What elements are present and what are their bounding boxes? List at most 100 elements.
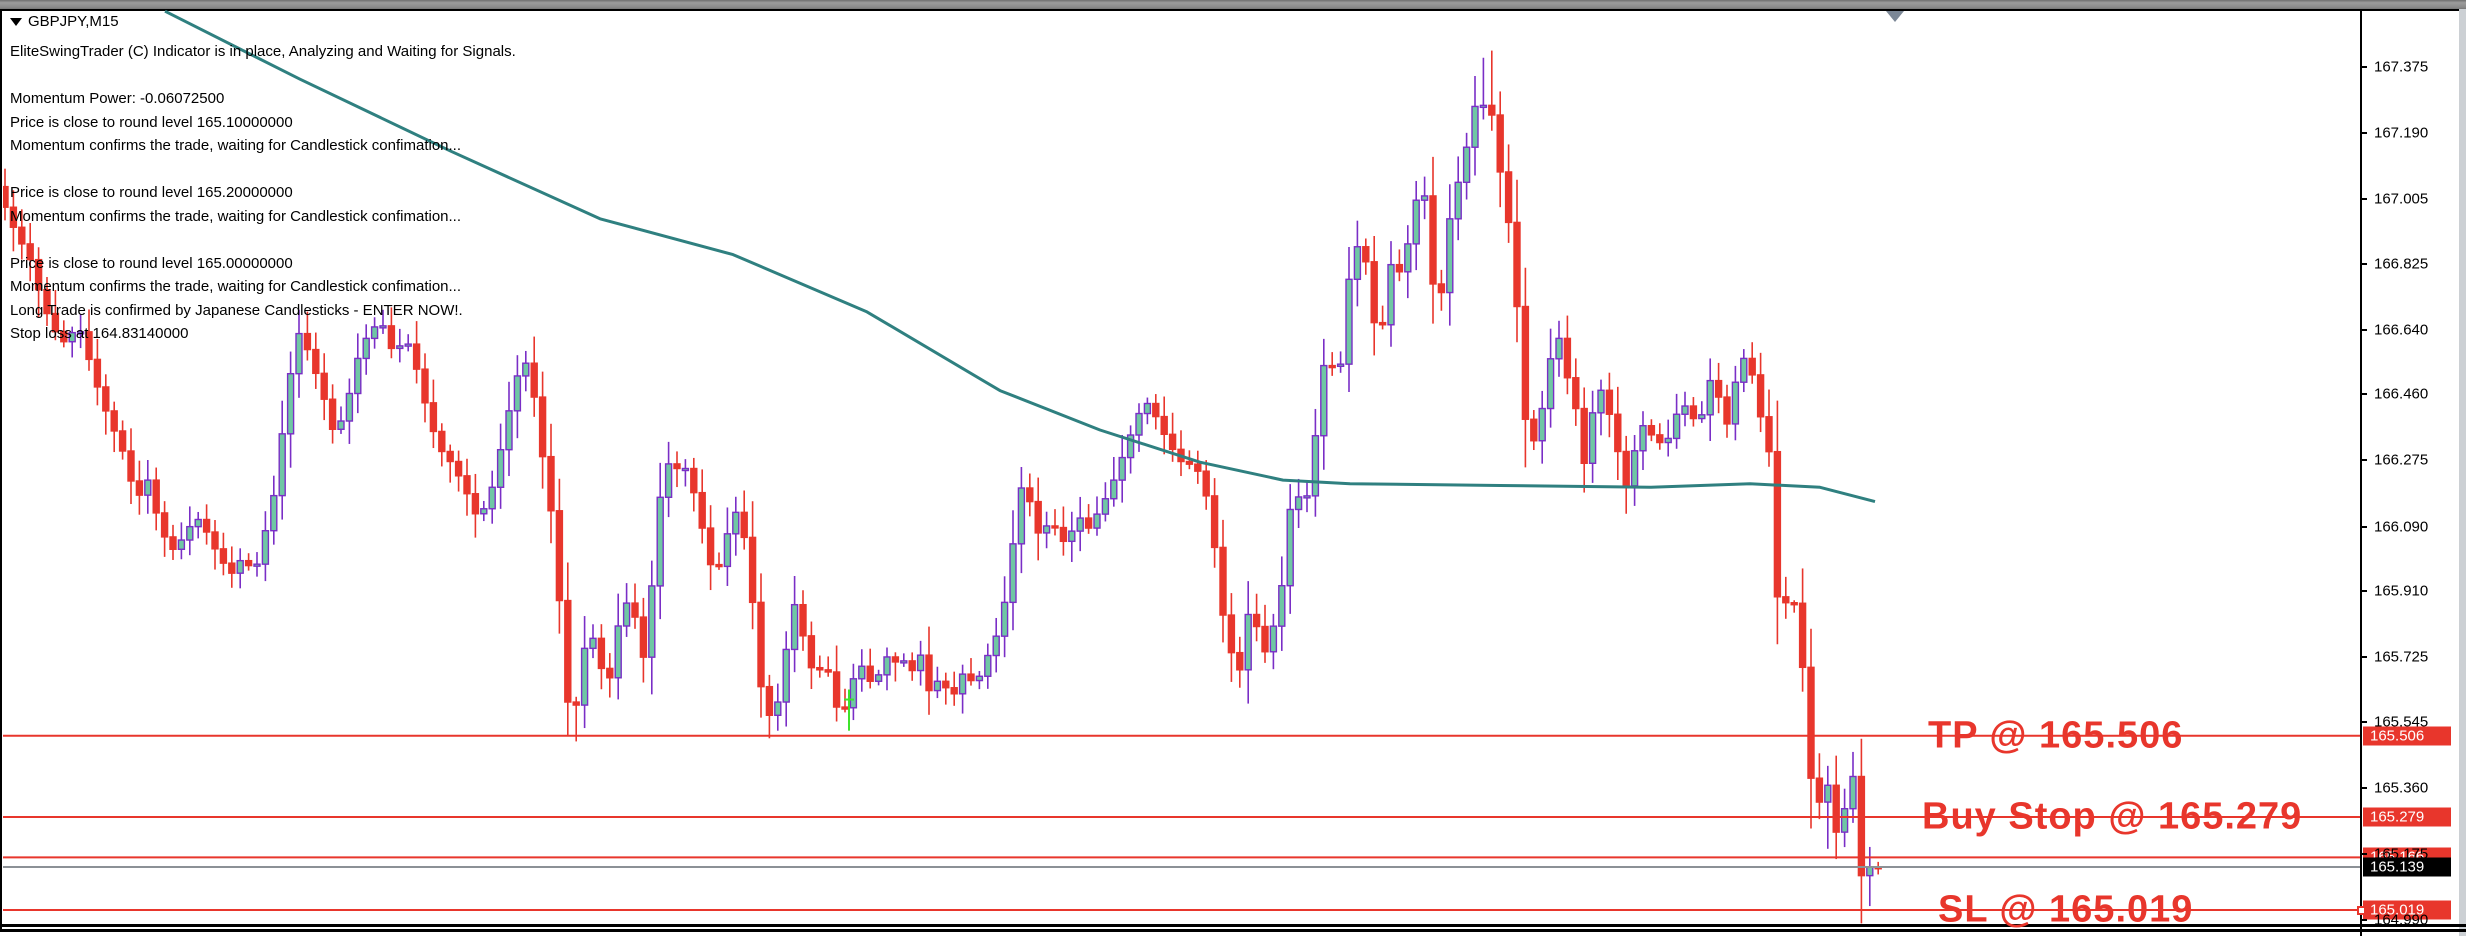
bull-candle (1630, 450, 1639, 487)
bear-candle (547, 455, 555, 512)
bull-candle (1126, 434, 1135, 459)
level-label-buy-stop[interactable]: Buy Stop @ 165.279 (1922, 795, 2303, 838)
bear-candle (446, 450, 454, 463)
bear-candle (135, 480, 144, 496)
bear-candle (43, 288, 51, 315)
symbol-dropdown-icon (10, 17, 22, 26)
bear-candle (538, 396, 547, 458)
price-badge-sl: 165.019 (2363, 900, 2451, 920)
level-label-tp[interactable]: TP @ 165.506 (1928, 714, 2184, 757)
moving-average-line (164, 9, 1876, 504)
bear-candle (1832, 784, 1840, 833)
axis-tick-label: 166.460 (2374, 385, 2429, 403)
bear-candle (9, 206, 18, 228)
level-label-sl[interactable]: SL @ 165.019 (1938, 888, 2194, 931)
chart-shift-marker-icon[interactable] (1886, 11, 1904, 22)
bear-candle (807, 635, 816, 669)
bear-candle (1807, 666, 1815, 779)
bear-candle (1815, 777, 1824, 803)
bull-candle (1731, 381, 1740, 425)
bear-candle (421, 368, 429, 404)
bear-candle (1756, 374, 1765, 418)
bear-candle (1614, 413, 1622, 453)
bear-candle (564, 599, 572, 703)
bull-candle (656, 496, 664, 587)
axis-tick-mark (2360, 853, 2367, 856)
bear-candle (1202, 470, 1210, 497)
bear-candle (799, 603, 807, 637)
bull-candle (1404, 243, 1412, 273)
bear-candle (572, 701, 580, 706)
bear-candle (320, 372, 328, 400)
bull-candle (1639, 425, 1647, 452)
bull-candle (404, 343, 412, 347)
ea-comment-line: Long Trade is confirmed by Japanese Cand… (10, 301, 463, 319)
bull-candle (1303, 495, 1311, 499)
axis-tick-label: 166.275 (2374, 451, 2429, 469)
bear-candle (1227, 614, 1236, 654)
bear-candle (1160, 415, 1168, 436)
axis-tick-label: 166.825 (2374, 255, 2429, 273)
bull-candle (1412, 199, 1420, 245)
bull-candle (648, 585, 656, 658)
bull-candle (1706, 379, 1714, 416)
bull-candle (782, 648, 790, 703)
bear-candle (438, 430, 446, 453)
bull-candle (1278, 585, 1286, 627)
bull-candle (1538, 407, 1546, 442)
bear-candle (471, 493, 480, 515)
bear-candle (219, 548, 228, 564)
bull-candle (337, 420, 345, 430)
bear-candle (211, 531, 219, 550)
bear-candle (597, 637, 606, 670)
bear-candle (454, 460, 463, 477)
bear-candle (1748, 357, 1756, 376)
bull-candle (278, 433, 286, 497)
bear-candle (967, 673, 975, 682)
bear-candle (816, 666, 824, 671)
line-anchor-handle[interactable] (2357, 906, 2366, 915)
bear-candle (824, 669, 832, 673)
bull-candle (295, 332, 303, 375)
bear-candle (1429, 195, 1437, 285)
bull-candle (1479, 104, 1488, 109)
symbol-label[interactable]: GBPJPY,M15 (10, 13, 119, 30)
bear-candle (950, 687, 958, 695)
bull-candle (1664, 437, 1672, 444)
bull-candle (1042, 525, 1051, 534)
bear-candle (26, 243, 34, 261)
bear-candle (908, 660, 916, 672)
bear-candle (1185, 460, 1194, 465)
bull-candle (1672, 413, 1681, 440)
bear-candle (1790, 602, 1798, 606)
bear-candle (1605, 389, 1614, 415)
bear-candle (639, 616, 648, 658)
axis-tick-mark (2360, 720, 2367, 723)
bear-candle (832, 671, 841, 708)
bull-candle (1093, 513, 1101, 529)
bull-candle (992, 635, 1000, 657)
axis-tick-mark (2360, 131, 2367, 134)
bear-candle (228, 562, 236, 574)
bull-candle (1698, 414, 1706, 420)
bull-candle (236, 559, 244, 574)
bull-candle (505, 410, 513, 451)
bear-candle (631, 602, 639, 618)
bull-candle (849, 678, 858, 709)
bull-candle (480, 508, 488, 515)
bear-candle (1395, 263, 1404, 273)
bull-candle (1387, 263, 1395, 326)
bull-candle (916, 654, 925, 672)
bear-candle (127, 450, 135, 482)
bear-candle (1252, 613, 1261, 628)
bull-candle (732, 511, 740, 535)
bull-candle (622, 602, 631, 627)
bull-candle (1076, 517, 1084, 532)
ea-comment-line: Momentum confirms the trade, waiting for… (10, 278, 462, 295)
bull-candle (1597, 389, 1605, 414)
bear-candle (673, 463, 681, 470)
bull-candle (286, 372, 295, 435)
bull-candle (253, 563, 261, 567)
bear-candle (748, 536, 757, 604)
